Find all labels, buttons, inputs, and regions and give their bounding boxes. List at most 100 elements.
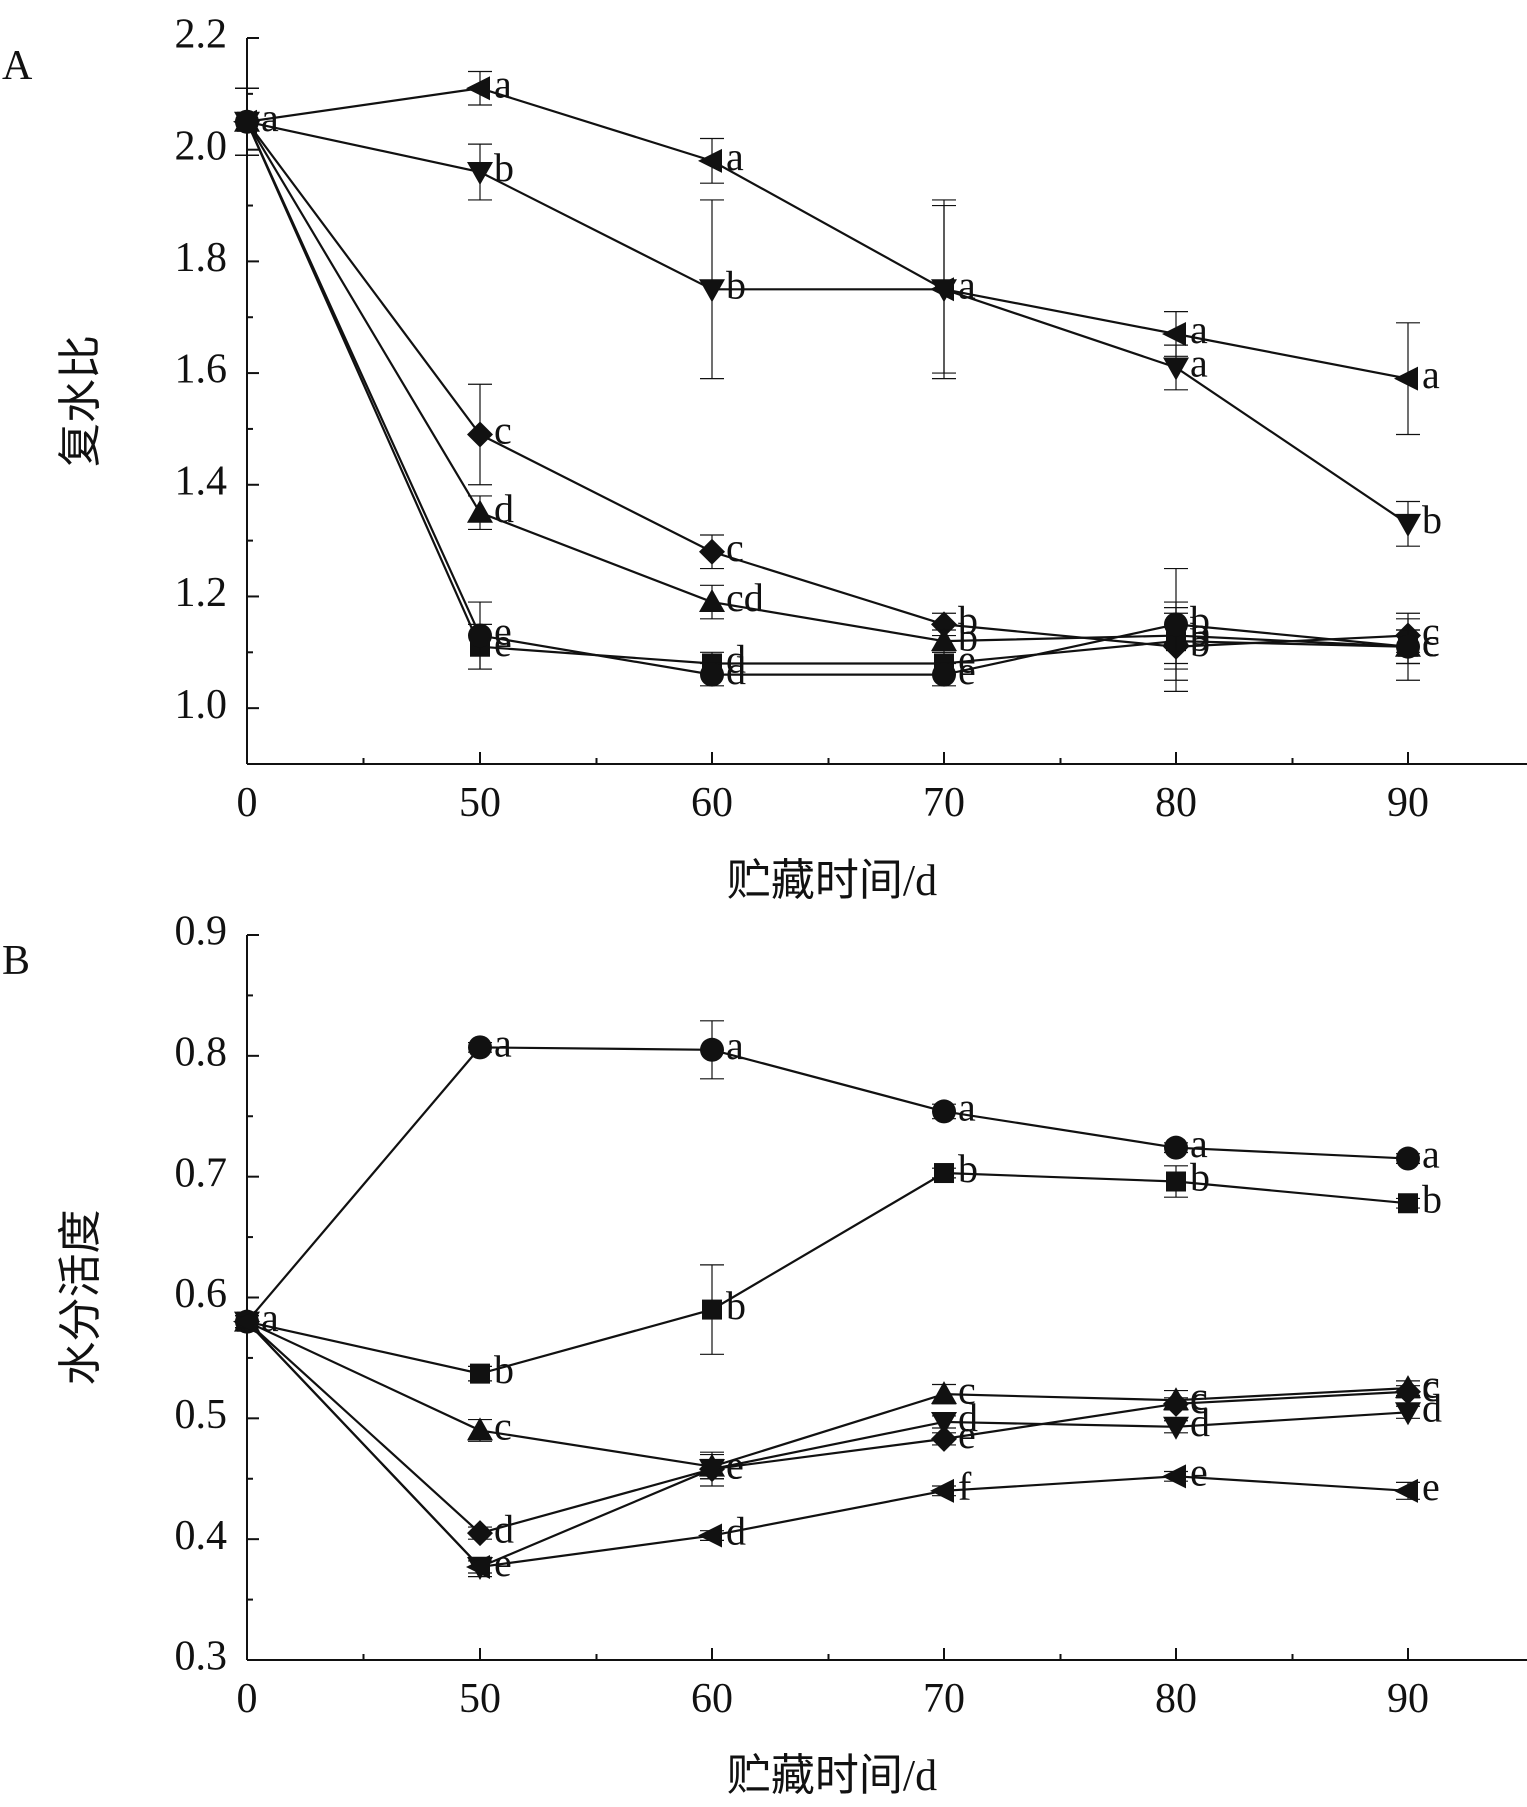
data-point bbox=[699, 1459, 725, 1483]
y-tick-label: 1.2 bbox=[175, 570, 228, 616]
data-point bbox=[699, 589, 725, 613]
y-tick-label: 1.8 bbox=[175, 235, 228, 281]
data-point bbox=[467, 162, 493, 186]
data-point bbox=[466, 76, 490, 101]
data-point bbox=[467, 421, 493, 448]
significance-label: d bbox=[1190, 1400, 1210, 1445]
series-4: e d e b c bbox=[235, 87, 1440, 682]
x-tick-label: 90 bbox=[1387, 1676, 1429, 1722]
x-tick-label: 70 bbox=[923, 1676, 965, 1722]
significance-label: e bbox=[1190, 1450, 1208, 1495]
significance-label: b bbox=[726, 262, 746, 307]
data-point bbox=[1396, 1146, 1420, 1171]
significance-label: c bbox=[1422, 1361, 1440, 1406]
y-tick-label: 0.8 bbox=[175, 1029, 228, 1075]
significance-label: b bbox=[958, 1146, 978, 1191]
data-point bbox=[1164, 612, 1188, 637]
data-point bbox=[467, 1520, 493, 1547]
significance-label: a bbox=[1422, 1132, 1440, 1177]
significance-label: a bbox=[958, 262, 976, 307]
y-axis-title: 水分活度 bbox=[56, 1210, 105, 1386]
data-point bbox=[931, 1381, 957, 1405]
data-point bbox=[702, 1299, 722, 1320]
significance-label: a bbox=[494, 61, 512, 106]
y-tick-label: 0.4 bbox=[175, 1513, 228, 1559]
data-point bbox=[467, 1417, 493, 1441]
significance-label: d bbox=[494, 486, 514, 531]
data-point bbox=[1394, 1478, 1418, 1503]
data-point bbox=[1395, 513, 1421, 537]
y-tick-label: 2.2 bbox=[175, 12, 228, 58]
x-tick-label: 0 bbox=[237, 780, 258, 826]
panel-label: A bbox=[2, 43, 33, 89]
chart-panel-A: A 1.0 1.2 1.4 1.6 1.8 2.0 2.2 0 50 60 70 80 90 贮藏时间/d 复… bbox=[2, 12, 1527, 905]
significance-label: a bbox=[726, 1023, 744, 1068]
data-point bbox=[466, 1554, 490, 1579]
x-tick-label: 50 bbox=[459, 1676, 501, 1722]
significance-label: c bbox=[1422, 620, 1440, 665]
chart-panel-B: B 0.3 0.4 0.5 0.6 0.7 0.8 0.9 0 50 60 70 80 90 贮藏时间/d 水… bbox=[2, 909, 1527, 1800]
data-point bbox=[1162, 321, 1186, 346]
series-line bbox=[246, 87, 1409, 380]
significance-label: d bbox=[1422, 1385, 1442, 1430]
data-point bbox=[468, 1035, 492, 1060]
data-point bbox=[1394, 366, 1418, 391]
data-point bbox=[698, 148, 722, 173]
y-tick-label: 0.3 bbox=[175, 1634, 228, 1680]
data-point bbox=[931, 1425, 957, 1452]
significance-label: a bbox=[1422, 352, 1440, 397]
series-line bbox=[246, 121, 1409, 648]
significance-label: e bbox=[1422, 1464, 1440, 1509]
significance-label: e bbox=[726, 1442, 744, 1487]
data-point bbox=[934, 1163, 954, 1184]
significance-label: d bbox=[726, 648, 746, 693]
significance-label: a bbox=[1190, 307, 1208, 352]
y-tick-label: 0.6 bbox=[175, 1271, 228, 1317]
series-line bbox=[245, 121, 1409, 676]
series-5: ed eb c bbox=[235, 87, 1440, 693]
x-tick-label: 80 bbox=[1155, 780, 1197, 826]
x-tick-label: 0 bbox=[237, 1676, 258, 1722]
data-point bbox=[931, 628, 957, 652]
data-point bbox=[1396, 634, 1420, 659]
x-tick-label: 60 bbox=[691, 780, 733, 826]
data-point bbox=[1162, 1464, 1186, 1489]
data-point bbox=[699, 538, 725, 565]
significance-label: c bbox=[1422, 609, 1440, 654]
series-line bbox=[246, 120, 1409, 525]
significance-label: c bbox=[1190, 1377, 1208, 1422]
data-point bbox=[930, 1478, 954, 1503]
significance-label: a bbox=[1190, 1121, 1208, 1166]
significance-label: e bbox=[494, 620, 512, 665]
y-axis-title: 复水比 bbox=[56, 335, 105, 467]
data-point bbox=[700, 662, 724, 687]
significance-label: c bbox=[1422, 620, 1440, 665]
x-axis-title: 贮藏时间/d bbox=[727, 1751, 937, 1800]
y-tick-label: 0.5 bbox=[175, 1392, 228, 1438]
significance-label: a bbox=[261, 95, 279, 140]
y-tick-label: 0.7 bbox=[175, 1150, 228, 1196]
significance-label: b bbox=[958, 598, 978, 643]
significance-label: c bbox=[494, 1404, 512, 1449]
significance-label: c bbox=[1422, 1365, 1440, 1410]
series-5: df e e bbox=[233, 1309, 1440, 1579]
series-0: a a a a a a bbox=[233, 61, 1440, 436]
series-1: b b a b bbox=[234, 87, 1442, 547]
y-tick-label: 1.6 bbox=[175, 347, 228, 393]
x-tick-label: 60 bbox=[691, 1676, 733, 1722]
data-point bbox=[235, 109, 259, 134]
x-axis-title: 贮藏时间/d bbox=[727, 856, 937, 905]
data-point bbox=[470, 1363, 490, 1384]
significance-label: a bbox=[958, 1085, 976, 1130]
data-point bbox=[932, 1099, 956, 1124]
series-line bbox=[246, 1320, 1409, 1569]
series-line bbox=[246, 1320, 1409, 1569]
series-2: ccb b c bbox=[234, 87, 1440, 693]
y-tick-label: 1.4 bbox=[175, 458, 228, 504]
data-point bbox=[233, 1309, 257, 1334]
data-point bbox=[932, 662, 956, 687]
significance-label: a bbox=[726, 134, 744, 179]
